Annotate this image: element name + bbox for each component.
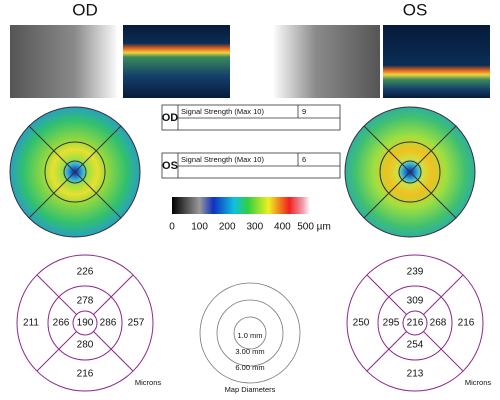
etdrs-grid [346, 254, 484, 392]
sector-value: 213 [407, 369, 424, 380]
scale-tick-label: 200 [219, 222, 236, 233]
unit-label: Microns [135, 378, 162, 387]
oct-scan [383, 25, 490, 98]
sector-value: 211 [23, 318, 39, 329]
sector-value: 280 [77, 340, 94, 351]
oct-scan [123, 25, 230, 98]
signal-value: 9 [302, 107, 306, 116]
sector-value: 216 [407, 318, 424, 329]
sector-value: 254 [407, 340, 424, 351]
sector-value: 257 [128, 318, 145, 329]
scale-tick-label: 500 µm [297, 222, 331, 233]
signal-box: OS Signal Strength (Max 10) 6 [161, 152, 341, 179]
eye-title: OD [72, 0, 98, 19]
sector-value: 226 [77, 267, 94, 278]
signal-box: OD Signal Strength (Max 10) 9 [161, 104, 341, 131]
sector-value: 190 [77, 318, 94, 329]
signal-value: 6 [302, 155, 306, 164]
diameter-label: 1.0 mm [237, 331, 262, 340]
etdrs-grid [16, 254, 154, 392]
thickness-map [344, 106, 476, 238]
sector-value: 295 [383, 318, 400, 329]
map-diameters [199, 282, 301, 384]
sector-value: 309 [407, 296, 424, 307]
scale-tick-label: 0 [169, 222, 175, 233]
sector-value: 216 [458, 318, 475, 329]
sector-value: 266 [53, 318, 70, 329]
scale-tick-label: 100 [191, 222, 208, 233]
fundus-image [273, 25, 380, 98]
scale-tick-label: 400 [274, 222, 291, 233]
signal-label: Signal Strength (Max 10) [181, 155, 264, 164]
sector-value: 278 [77, 296, 94, 307]
sector-value: 250 [353, 318, 370, 329]
signal-eye: OS [162, 160, 178, 172]
signal-eye: OD [162, 112, 179, 124]
diameter-label: 3.00 mm [235, 347, 264, 356]
sector-value: 216 [77, 369, 94, 380]
signal-label: Signal Strength (Max 10) [181, 107, 264, 116]
eye-title: OS [403, 0, 428, 19]
scale-tick-label: 300 [246, 222, 263, 233]
thickness-map [9, 106, 141, 238]
sector-value: 239 [407, 267, 424, 278]
diameter-caption: Map Diameters [225, 385, 276, 394]
diameter-label: 6.00 mm [235, 363, 264, 372]
sector-value: 286 [100, 318, 117, 329]
color-scale [172, 197, 310, 214]
sector-value: 268 [430, 318, 447, 329]
fundus-image [10, 25, 118, 98]
unit-label: Microns [465, 378, 492, 387]
